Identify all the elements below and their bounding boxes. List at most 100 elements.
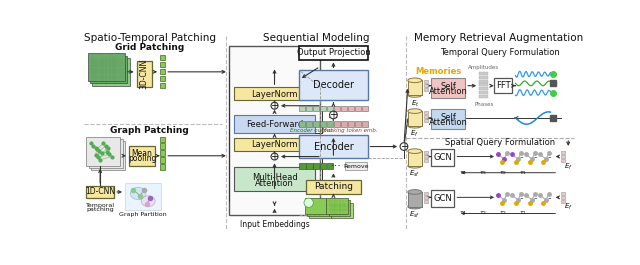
FancyBboxPatch shape [160,150,165,156]
FancyBboxPatch shape [561,196,565,199]
Text: $\tau_3$: $\tau_3$ [479,210,487,218]
FancyBboxPatch shape [341,106,347,111]
FancyBboxPatch shape [408,111,422,126]
Text: $E_f$: $E_f$ [564,202,573,213]
FancyBboxPatch shape [424,200,428,203]
Text: Sequential Modeling: Sequential Modeling [263,33,370,43]
Text: $\tau_1$: $\tau_1$ [519,169,527,177]
Text: Amplitudes: Amplitudes [468,65,499,70]
Text: Memory Retrieval Augmentation: Memory Retrieval Augmentation [414,33,583,43]
FancyBboxPatch shape [320,106,326,111]
FancyBboxPatch shape [129,146,155,166]
FancyBboxPatch shape [424,192,428,195]
Text: Encoder output: Encoder output [290,128,332,133]
FancyBboxPatch shape [431,149,454,166]
Text: +: + [271,152,278,162]
Text: Decoder: Decoder [313,80,354,90]
FancyBboxPatch shape [408,80,422,95]
Text: Feed-Forward: Feed-Forward [246,120,303,129]
FancyBboxPatch shape [431,78,465,98]
Text: ···: ··· [330,161,341,171]
Text: Encoder: Encoder [314,142,353,152]
FancyBboxPatch shape [479,80,488,83]
FancyBboxPatch shape [331,203,353,218]
Text: Input Embeddings: Input Embeddings [239,220,309,229]
FancyBboxPatch shape [91,141,125,170]
FancyBboxPatch shape [479,76,488,79]
FancyBboxPatch shape [327,106,333,111]
FancyBboxPatch shape [494,78,513,93]
Text: Graph Partition: Graph Partition [119,212,166,217]
Ellipse shape [408,204,422,209]
FancyBboxPatch shape [300,70,367,100]
Text: 1D-CNN: 1D-CNN [85,187,115,196]
Text: FFT: FFT [496,81,511,90]
FancyBboxPatch shape [234,166,315,191]
FancyBboxPatch shape [561,200,565,203]
FancyBboxPatch shape [309,203,331,218]
FancyBboxPatch shape [355,121,360,126]
Circle shape [271,153,278,160]
FancyBboxPatch shape [300,135,367,158]
Text: +: + [328,111,339,124]
FancyBboxPatch shape [160,143,165,149]
FancyBboxPatch shape [160,136,165,142]
Ellipse shape [408,149,422,153]
FancyBboxPatch shape [424,159,428,162]
Text: $\tau_2$: $\tau_2$ [499,210,508,218]
FancyBboxPatch shape [234,138,315,151]
FancyBboxPatch shape [313,163,319,169]
Text: LayerNorm: LayerNorm [252,90,298,99]
FancyBboxPatch shape [424,119,428,122]
FancyBboxPatch shape [355,106,360,111]
Text: Grid Patching: Grid Patching [115,43,184,52]
FancyBboxPatch shape [362,106,367,111]
FancyBboxPatch shape [305,198,326,214]
FancyBboxPatch shape [160,69,165,74]
Text: $E_{sf}$: $E_{sf}$ [409,169,420,179]
FancyBboxPatch shape [561,159,565,162]
FancyBboxPatch shape [307,200,329,216]
Text: Phases: Phases [474,103,493,107]
Text: GCN: GCN [433,194,452,203]
FancyBboxPatch shape [479,91,488,94]
Text: Spatial Query Formulation: Spatial Query Formulation [445,138,555,147]
Text: +: + [271,101,278,111]
FancyBboxPatch shape [334,106,340,111]
Circle shape [304,198,313,207]
FancyBboxPatch shape [479,72,488,75]
FancyBboxPatch shape [300,106,305,111]
Text: Attention: Attention [429,87,468,96]
Text: Memories: Memories [415,67,461,76]
FancyBboxPatch shape [424,111,428,114]
Circle shape [271,102,278,109]
FancyBboxPatch shape [300,163,305,169]
FancyBboxPatch shape [234,87,315,100]
FancyBboxPatch shape [300,121,305,126]
FancyBboxPatch shape [408,151,422,166]
Text: $\tau_4$: $\tau_4$ [459,210,467,218]
FancyBboxPatch shape [431,190,454,207]
Text: +: + [330,110,337,120]
Text: $\tau_1$: $\tau_1$ [519,210,527,218]
FancyBboxPatch shape [86,186,114,198]
FancyBboxPatch shape [307,163,312,169]
Text: Self: Self [440,82,456,91]
Text: Temporal Query Formulation: Temporal Query Formulation [440,48,560,57]
FancyBboxPatch shape [160,164,165,170]
Text: pooling: pooling [128,154,156,163]
FancyBboxPatch shape [348,106,353,111]
Text: Mean: Mean [132,149,152,158]
Text: Output Projection: Output Projection [296,48,371,57]
Ellipse shape [131,187,146,200]
FancyBboxPatch shape [479,87,488,90]
FancyBboxPatch shape [561,192,565,195]
FancyBboxPatch shape [307,121,312,126]
FancyBboxPatch shape [90,56,127,83]
FancyBboxPatch shape [88,53,125,81]
FancyBboxPatch shape [561,151,565,154]
FancyBboxPatch shape [424,151,428,154]
Text: Patching: Patching [314,182,353,191]
FancyBboxPatch shape [160,157,165,163]
FancyBboxPatch shape [408,192,422,207]
